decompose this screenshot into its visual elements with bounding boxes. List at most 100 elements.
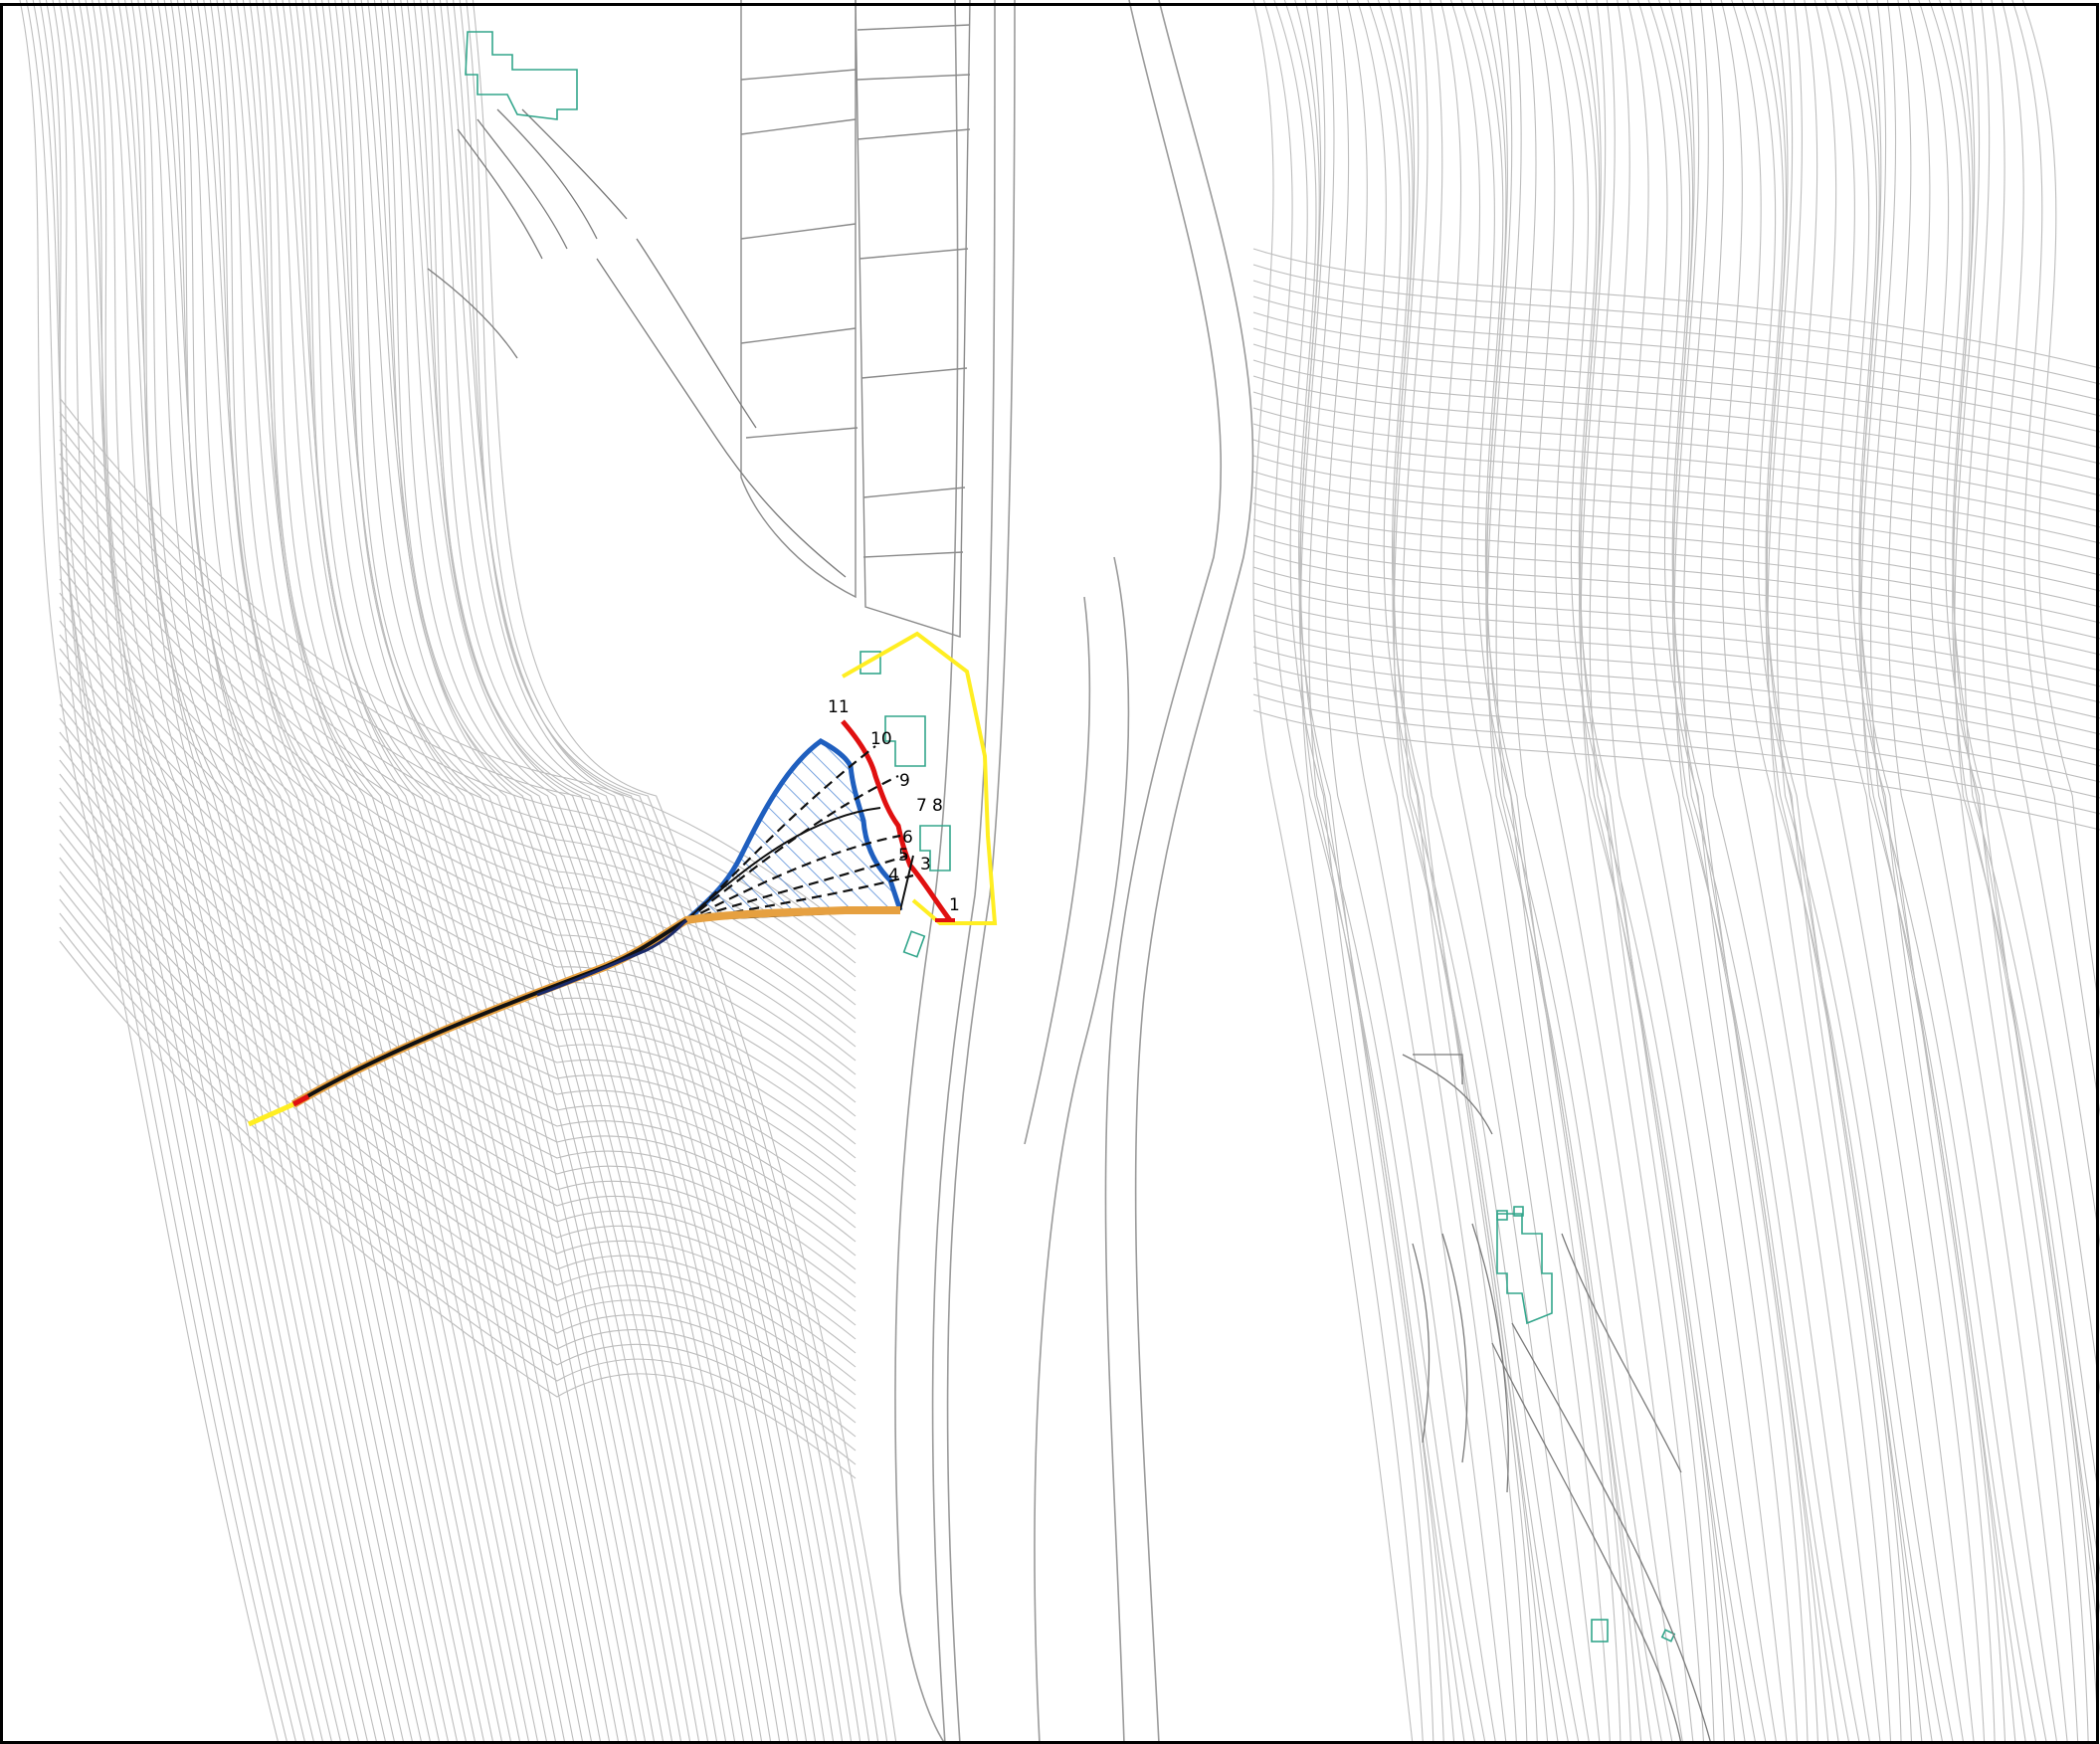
contour-line [327,0,700,1744]
section-label-1: 1 [949,895,960,915]
contour-line [1252,662,2100,783]
contour-line [59,508,857,1048]
contour-line [59,550,857,1089]
building-northwest [465,31,578,120]
contour-line [203,0,530,1744]
building-southeast-3 [1513,1206,1524,1217]
contour-line [367,0,754,1744]
channel-extension-yellow [247,1101,295,1127]
contour-line [413,0,817,1744]
contour-line [1495,0,1673,1744]
contour-line [1647,0,1809,1744]
contour-line [52,0,324,1744]
contour-line [26,0,288,1744]
contour-line [59,606,857,1145]
contour-line [59,912,857,1452]
contour-line [1356,0,1518,1744]
contour-line [1273,0,1434,1744]
contour-line [19,0,280,1744]
contour-line [1658,0,1819,1744]
contour-line [269,0,620,1744]
contour-line [1252,280,2100,401]
contour-line [1589,0,1767,1744]
contour-line [59,940,857,1479]
contour-line [1767,0,1944,1744]
contour-line [1262,0,1424,1744]
section-label-7: 7 [916,796,927,816]
contour-line [1252,407,2100,528]
contour-line [59,871,857,1410]
contour-line [1252,646,2100,767]
contour-line [32,0,297,1744]
contour-line [209,0,539,1744]
contour-line [340,0,718,1744]
contour-line [380,0,772,1744]
contour-line [1377,0,1538,1744]
contour-line [1731,0,1892,1744]
contour-line [1393,0,1570,1744]
contour-line [45,0,315,1744]
contour-line [1626,0,1788,1744]
contour-line [1252,343,2100,465]
contour-line [65,0,342,1744]
contour-line [1252,518,2100,640]
contour-line [59,522,857,1062]
contour-line [1907,0,2068,1744]
contour-line [59,494,857,1034]
contour-line [1870,0,2047,1744]
contour-line [1299,0,1476,1744]
contour-line [59,731,857,1270]
contour-line [59,815,857,1354]
contour-line [256,0,602,1744]
contour-line [1765,0,1934,1744]
contour-line [1252,0,1414,1744]
contour-line [1824,0,1986,1744]
contour-line [223,0,557,1744]
contour-line [1794,0,1965,1744]
contour-line [301,0,665,1744]
contour-line [1252,678,2100,799]
catchment-outline-yellow [842,631,998,925]
contour-line [59,884,857,1424]
contour-line [393,0,790,1744]
building-near-outlet-3 [919,825,951,872]
contour-line [387,0,781,1744]
contour-line [294,0,656,1744]
contour-line [59,564,857,1103]
contour-line [1762,0,1923,1744]
contour-line [1252,264,2100,385]
contour-line [1450,0,1612,1744]
contour-line [59,689,857,1229]
contour-line [1564,0,1726,1744]
contour-line [1252,375,2100,496]
contour-line [59,481,857,1020]
contour-line [1252,439,2100,560]
contour-line [1858,0,2027,1744]
contour-line [1668,0,1829,1744]
contour-line [406,0,808,1744]
contour-line [78,0,360,1744]
contour-line [59,717,857,1257]
contour-line [1607,0,1778,1744]
contour-line [130,0,432,1744]
contour-line [59,676,857,1215]
contour-line [1367,0,1528,1744]
section-label-3: 3 [920,855,931,874]
contour-line [1887,0,2058,1744]
contour-line [360,0,745,1744]
contour-line [1533,0,1694,1744]
contour-line [453,0,870,1744]
contour-line [314,0,682,1744]
contour-line [143,0,450,1744]
contour-line [433,0,844,1744]
terraces-northwest [427,108,847,578]
contour-line [59,926,857,1465]
contour-line [1682,0,1860,1744]
contour-line [400,0,799,1744]
contour-line [1485,0,1652,1744]
contour-line [1252,359,2100,481]
contour-line [1298,0,1465,1744]
contour-line [466,0,888,1744]
section-label-8: 8 [932,796,943,816]
